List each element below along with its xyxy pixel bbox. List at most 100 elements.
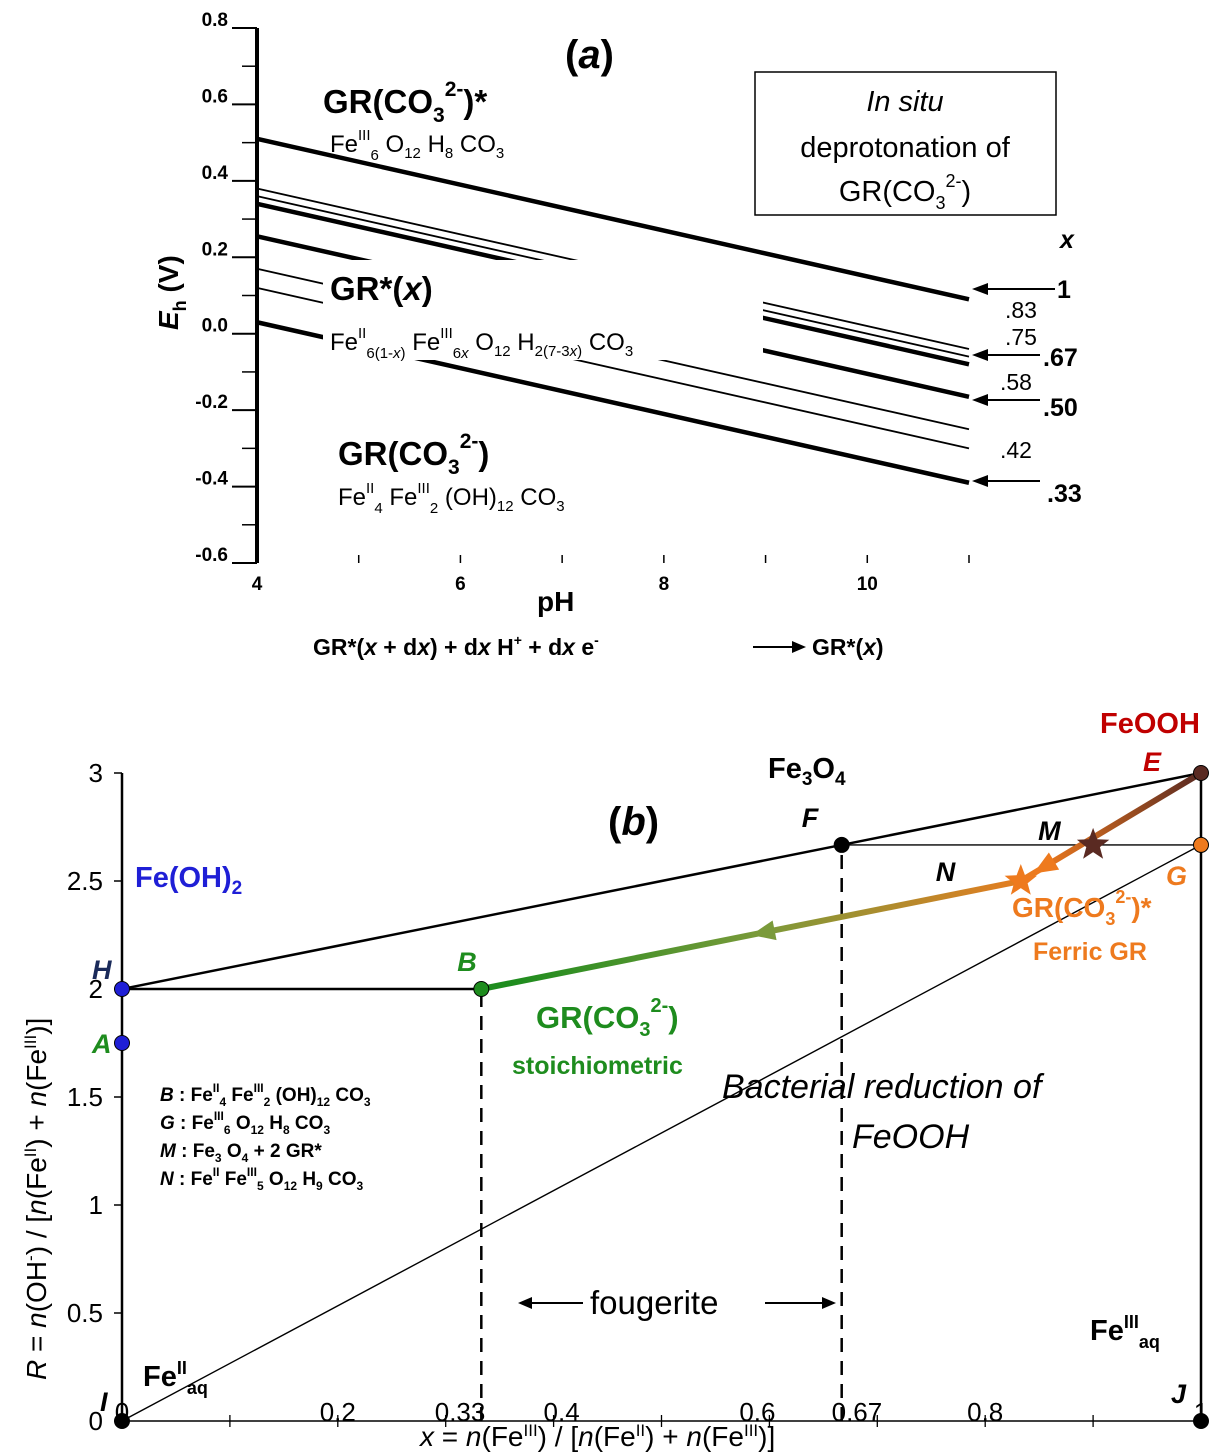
gr-x-label-bg2 (395, 285, 495, 295)
panel-a-chart: 0.8 0.6 0.4 0.2 0.0 -0.2 -0.4 -0.6 4 6 8 10 x 1 .83.7… (153, 10, 1082, 660)
label-fe2aq: FeIIaq (143, 1358, 208, 1398)
panel-a-reaction: GR*(x + dx) + dx H+ + dx e- (313, 632, 599, 660)
point-E (1193, 765, 1209, 781)
label-gr-star: GR(CO32-)* (323, 78, 487, 127)
label-ferric-gr: Ferric GR (1033, 938, 1147, 966)
panel-a-xlabel: pH (537, 586, 574, 617)
series-label-.58: .58 (1000, 369, 1032, 395)
y-tick-label: 0.6 (202, 86, 228, 107)
y-tick-label: 0.8 (202, 10, 228, 31)
y-tick-label: 1 (89, 1190, 103, 1220)
label-gr-stoich: GR(CO32-) (536, 995, 679, 1041)
x-tick-label: 0.33 (435, 1397, 486, 1427)
y-tick-label: -0.4 (195, 469, 228, 490)
x-tick-label: 10 (857, 574, 878, 595)
y-tick-label: 3 (89, 758, 103, 788)
label-gr-star-b: GR(CO32-)* (1012, 887, 1152, 929)
def-n: N : FeII FeIII5 O12 H9 CO3 (160, 1165, 364, 1193)
label-gr-x: GR*(x) (330, 270, 433, 307)
point-label-J: J (1171, 1379, 1187, 1409)
path-arrowhead (751, 920, 777, 941)
legend-line2: deprotonation of (800, 132, 1011, 164)
panel-a-ticks: 0.8 0.6 0.4 0.2 0.0 -0.2 -0.4 -0.6 4 6 8 10 (195, 10, 970, 595)
y-tick-label: 0 (89, 1406, 103, 1436)
point-label-N: N (936, 857, 956, 887)
label-feooh: FeOOH (1100, 708, 1200, 740)
boundary-line (121, 844, 1202, 1422)
def-m: M : Fe3 O4 + 2 GR* (160, 1141, 322, 1165)
panel-b-points: A H B F E G M N I J (91, 747, 1209, 1429)
series-label-1: 1 (1057, 276, 1071, 304)
y-tick-label: 2 (89, 974, 103, 1004)
point-label-H: H (92, 955, 112, 985)
series-label-.50: .50 (1043, 394, 1078, 422)
x-tick-label: 0.67 (832, 1397, 883, 1427)
panel-b-ylabel: R = n(OH-) / [n(FeII) + n(FeIII)] (21, 1018, 52, 1380)
fougerite-arrow (518, 1297, 836, 1309)
point-label-F: F (802, 803, 820, 833)
x-tick-label: 8 (659, 574, 670, 595)
label-fougerite: fougerite (590, 1284, 718, 1321)
label-fe3aq: FeIIIaq (1090, 1312, 1160, 1352)
point-J (1193, 1413, 1209, 1429)
def-g: G : FeIII6 O12 H8 CO3 (160, 1109, 330, 1137)
point-label-G: G (1166, 861, 1187, 891)
point-label-M: M (1038, 816, 1061, 846)
series-label-.42: .42 (1000, 437, 1032, 463)
point-label-B: B (457, 947, 477, 977)
series-label-.33: .33 (1047, 480, 1082, 508)
panel-a-reaction-product: GR*(x) (812, 634, 884, 660)
def-b: B : FeII4 FeIII2 (OH)12 CO3 (160, 1081, 371, 1109)
panel-b-xlabel: x = n(FeIII) / [n(FeII) + n(FeIII)] (418, 1421, 775, 1452)
point-label-E: E (1143, 747, 1162, 777)
y-tick-label: -0.2 (195, 392, 228, 413)
panel-a-series-labels: x 1 .83.75.67 .58 .50 .42 .33 (1000, 226, 1082, 508)
point-A (114, 1035, 130, 1051)
y-tick-label: 2.5 (67, 866, 103, 896)
boundary-line (841, 771, 1202, 847)
label-fe-oh2: Fe(OH)2 (135, 862, 242, 899)
label-gr-x-formula: FeII6(1-x) FeIII6x O12 H2(7-3x) CO3 (330, 325, 633, 362)
label-gr-star-formula: FeIII6 O12 H8 CO3 (330, 127, 504, 164)
y-tick-label: 0.0 (202, 316, 228, 337)
point-G (1193, 836, 1209, 853)
y-tick-label: 0.4 (202, 163, 229, 184)
series-label-.83: .83 (1005, 297, 1037, 323)
point-N (1004, 864, 1037, 895)
reaction-arrow (753, 641, 806, 653)
legend-box: In situ deprotonation of GR(CO32-) (754, 71, 1057, 216)
panel-b-chart: 00.511.522.530 0.2 0.33 0.4 0.6 0.67 0.8 1 AH BF… (21, 708, 1209, 1452)
x-tick-label: 0.6 (739, 1397, 775, 1427)
gr-x-label-bg (323, 260, 763, 360)
series-header: x (1058, 226, 1075, 254)
label-gr: GR(CO32-) (338, 430, 489, 479)
series-line-1 (256, 136, 970, 302)
label-stoichiometric: stoichiometric (512, 1052, 683, 1080)
panel-a-ylabel: Eh (V) (153, 255, 190, 330)
x-tick-label: 6 (455, 574, 466, 595)
panel-b-label: (b) (608, 800, 659, 844)
y-tick-label: -0.6 (195, 545, 228, 566)
panel-a-label: (a) (565, 33, 614, 77)
point-H (114, 981, 130, 997)
path-arrowhead (1033, 852, 1060, 874)
y-tick-label: 0.5 (67, 1298, 103, 1328)
series-arrows (972, 283, 1055, 487)
point-label-I: I (100, 1387, 108, 1417)
series-label-.75: .75 (1005, 324, 1037, 350)
x-tick-label: 0.8 (967, 1397, 1003, 1427)
point-B (473, 981, 490, 997)
point-label-A: A (91, 1029, 112, 1059)
label-fe3o4: Fe3O4 (768, 753, 846, 790)
label-gr-formula: FeII4 FeIII2 (OH)12 CO3 (338, 480, 565, 517)
boundary-line (121, 843, 842, 991)
definitions-legend: B : FeII4 FeIII2 (OH)12 CO3 G : FeIII6 O… (160, 1081, 371, 1193)
legend-line1: In situ (866, 86, 943, 118)
label-bacterial-feooh: FeOOH (852, 1118, 970, 1156)
x-tick-label: 4 (252, 574, 263, 595)
point-M (1076, 827, 1110, 859)
point-I (114, 1413, 130, 1429)
y-tick-label: 1.5 (67, 1082, 103, 1112)
x-tick-label: 0.4 (544, 1397, 580, 1427)
